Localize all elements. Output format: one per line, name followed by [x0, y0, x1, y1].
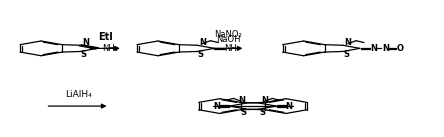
Text: NH: NH: [225, 44, 238, 53]
Text: N: N: [82, 38, 89, 47]
Text: O: O: [397, 44, 404, 53]
Text: N: N: [261, 96, 268, 105]
Text: N: N: [286, 102, 293, 111]
Text: N: N: [238, 96, 245, 105]
Text: S: S: [198, 50, 204, 59]
Text: N: N: [213, 102, 220, 111]
Text: NaOH: NaOH: [216, 35, 241, 44]
Text: S: S: [81, 50, 87, 59]
Text: EtI: EtI: [98, 32, 112, 42]
Text: S: S: [343, 50, 349, 59]
Text: N: N: [382, 44, 389, 53]
Text: N: N: [345, 38, 352, 47]
Text: LiAlH₄: LiAlH₄: [65, 89, 92, 99]
Text: N: N: [370, 44, 377, 53]
Text: S: S: [260, 108, 266, 117]
Text: NaNO₂: NaNO₂: [214, 30, 242, 39]
Text: S: S: [240, 108, 246, 117]
Text: NH₂: NH₂: [103, 44, 119, 53]
Text: N: N: [199, 38, 206, 47]
